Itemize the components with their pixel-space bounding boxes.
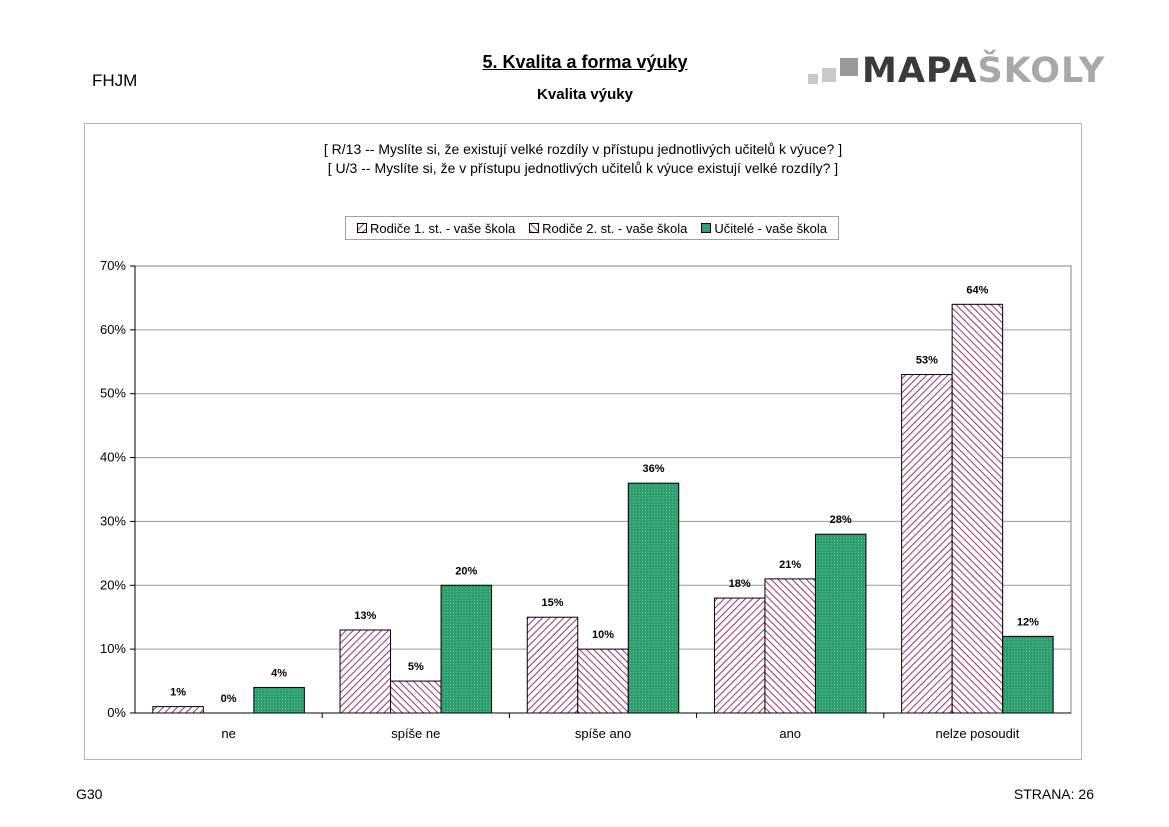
data-label: 12%	[1017, 616, 1039, 628]
mapaskoly-logo: MAPAŠKOLY	[808, 52, 1104, 92]
legend-swatch-series2	[529, 223, 540, 233]
data-label: 21%	[779, 559, 801, 571]
bar-series3	[627, 482, 680, 714]
legend-label-series2: Rodiče 2. st. - vaše škola	[542, 220, 688, 236]
data-label: 18%	[729, 578, 751, 590]
data-label: 53%	[916, 355, 938, 367]
footer-page-number: STRANA: 26	[1013, 786, 1094, 802]
legend-item-series1: Rodiče 1. st. - vaše škola	[356, 220, 516, 236]
data-label: 4%	[271, 667, 287, 679]
legend-swatch-series3	[701, 223, 712, 233]
page-title: 5. Kvalita a forma výuky	[482, 52, 688, 72]
chart-question-1: [ R/13 -- Myslíte si, že existují velké …	[323, 141, 843, 157]
y-tick-label: 0%	[107, 705, 126, 720]
bar-series2	[951, 303, 1004, 714]
y-tick-label: 50%	[100, 386, 126, 401]
bar-series1	[901, 374, 953, 714]
y-tick-label: 60%	[100, 322, 126, 337]
bar-series3	[440, 584, 493, 714]
chart-question-2: [ U/3 -- Myslíte si, že v přístupu jedno…	[327, 160, 839, 176]
data-label: 64%	[966, 284, 988, 296]
data-label: 28%	[830, 514, 852, 526]
bar-series1	[526, 616, 579, 714]
y-tick-label: 30%	[100, 513, 126, 528]
data-label: 1%	[170, 687, 186, 699]
bar-series1	[339, 629, 392, 714]
x-category-label: ano	[779, 726, 801, 741]
y-tick-label: 10%	[100, 641, 126, 656]
x-category-label: spíše ne	[391, 726, 440, 741]
logo-square-small	[808, 74, 818, 84]
logo-square-large	[840, 58, 858, 76]
legend-label-series1: Rodiče 1. st. - vaše škola	[369, 220, 516, 236]
data-label: 13%	[354, 610, 376, 622]
x-category-label: spíše ano	[575, 726, 631, 741]
data-label: 10%	[592, 629, 614, 641]
bar-series2	[390, 680, 442, 714]
logo-text-light: ŠKOLY	[977, 51, 1106, 91]
legend-item-series2: Rodiče 2. st. - vaše škola	[529, 221, 687, 236]
report-code: FHJM	[92, 71, 138, 90]
data-label: 20%	[455, 565, 477, 577]
x-category-label: nelze posoudit	[935, 726, 1019, 741]
legend-item-series3: Učitelé - vaše škola	[701, 221, 827, 236]
y-tick-label: 20%	[100, 577, 126, 592]
chart-frame	[84, 123, 1082, 760]
bar-series1	[713, 597, 766, 714]
chart-legend: Rodiče 1. st. - vaše škola Rodiče 2. st.…	[345, 216, 839, 240]
bar-series1	[152, 706, 204, 714]
logo-text: MAPAŠKOLY	[862, 52, 1105, 90]
data-label: 5%	[408, 661, 424, 673]
bar-series3	[253, 686, 305, 714]
y-tick-label: 70%	[100, 258, 126, 273]
data-label: 15%	[541, 597, 563, 609]
data-label: 0%	[221, 693, 237, 705]
footer-code: G30	[76, 786, 103, 802]
logo-text-dark: MAPA	[862, 51, 978, 91]
data-label: 36%	[642, 463, 664, 475]
legend-swatch-series1	[356, 223, 367, 233]
bar-series3	[814, 533, 867, 714]
y-tick-label: 40%	[100, 450, 126, 465]
x-category-label: ne	[221, 726, 235, 741]
logo-square-medium	[822, 68, 836, 82]
bar-series3	[1002, 635, 1054, 714]
bar-series2	[764, 578, 816, 714]
legend-label-series3: Učitelé - vaše škola	[714, 220, 828, 236]
bar-series2	[577, 648, 629, 714]
page-subtitle: Kvalita výuky	[537, 86, 633, 103]
